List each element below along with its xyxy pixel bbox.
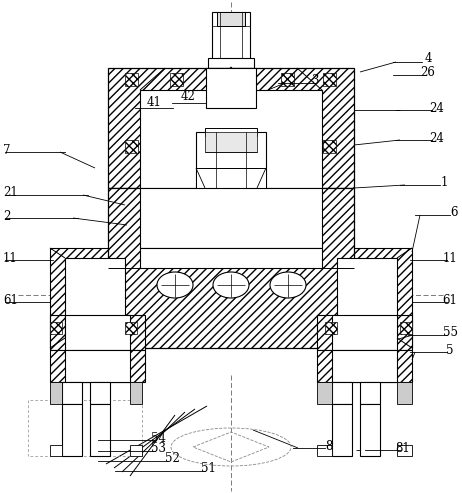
- Bar: [323, 140, 336, 153]
- Bar: [50, 248, 140, 348]
- Bar: [332, 382, 352, 404]
- Text: 2: 2: [3, 210, 10, 222]
- Bar: [108, 68, 354, 188]
- Text: 41: 41: [146, 97, 161, 109]
- Bar: [317, 445, 332, 456]
- Bar: [50, 315, 145, 350]
- Bar: [360, 382, 380, 404]
- Bar: [108, 188, 354, 348]
- Text: 8: 8: [325, 439, 333, 453]
- Text: 54: 54: [151, 431, 165, 445]
- Bar: [206, 68, 256, 108]
- Text: 3: 3: [311, 73, 319, 86]
- Ellipse shape: [213, 272, 249, 298]
- Text: 4: 4: [424, 52, 432, 66]
- Polygon shape: [221, 67, 241, 80]
- Text: 81: 81: [395, 442, 410, 455]
- Bar: [205, 132, 257, 152]
- Bar: [332, 404, 352, 456]
- Text: 11: 11: [3, 251, 18, 265]
- Bar: [337, 258, 397, 338]
- Bar: [196, 168, 266, 188]
- Text: 61: 61: [443, 293, 457, 307]
- Bar: [50, 382, 62, 404]
- Ellipse shape: [157, 272, 193, 298]
- Text: 61: 61: [3, 293, 18, 307]
- Bar: [325, 322, 337, 334]
- Bar: [130, 382, 142, 404]
- Bar: [125, 140, 138, 153]
- Bar: [125, 73, 138, 86]
- Text: 21: 21: [3, 186, 18, 200]
- Bar: [65, 315, 130, 350]
- Text: 5: 5: [446, 344, 454, 356]
- Bar: [332, 315, 397, 350]
- Text: 55: 55: [443, 326, 457, 340]
- Bar: [140, 188, 322, 248]
- Bar: [360, 404, 380, 456]
- Bar: [125, 322, 137, 334]
- Bar: [281, 73, 294, 86]
- Bar: [217, 12, 245, 26]
- Text: 53: 53: [151, 443, 165, 456]
- Bar: [90, 382, 110, 404]
- Text: 11: 11: [443, 251, 457, 265]
- Bar: [397, 382, 412, 404]
- Bar: [317, 315, 412, 350]
- Bar: [65, 350, 130, 382]
- Bar: [397, 445, 412, 456]
- Bar: [130, 445, 142, 456]
- Bar: [140, 248, 322, 268]
- Bar: [208, 58, 254, 68]
- Text: 52: 52: [164, 453, 179, 465]
- Bar: [212, 12, 250, 67]
- Bar: [317, 350, 412, 382]
- Bar: [170, 73, 183, 86]
- Bar: [62, 382, 82, 404]
- Bar: [65, 258, 125, 338]
- Bar: [322, 248, 412, 348]
- Text: 24: 24: [430, 132, 444, 144]
- Bar: [90, 404, 110, 456]
- Bar: [50, 445, 62, 456]
- Bar: [140, 90, 322, 188]
- Text: 1: 1: [440, 176, 448, 189]
- Text: 7: 7: [3, 143, 11, 156]
- Text: 24: 24: [430, 102, 444, 114]
- Bar: [317, 382, 332, 404]
- Bar: [332, 350, 397, 382]
- Bar: [62, 404, 82, 456]
- Bar: [50, 350, 145, 382]
- Bar: [400, 322, 412, 334]
- Bar: [50, 322, 62, 334]
- Bar: [205, 128, 257, 136]
- Ellipse shape: [270, 272, 306, 298]
- Text: 51: 51: [201, 462, 215, 476]
- Text: 6: 6: [450, 207, 458, 219]
- Bar: [196, 132, 266, 188]
- Text: 26: 26: [420, 67, 436, 79]
- Bar: [323, 73, 336, 86]
- Text: 42: 42: [181, 91, 195, 104]
